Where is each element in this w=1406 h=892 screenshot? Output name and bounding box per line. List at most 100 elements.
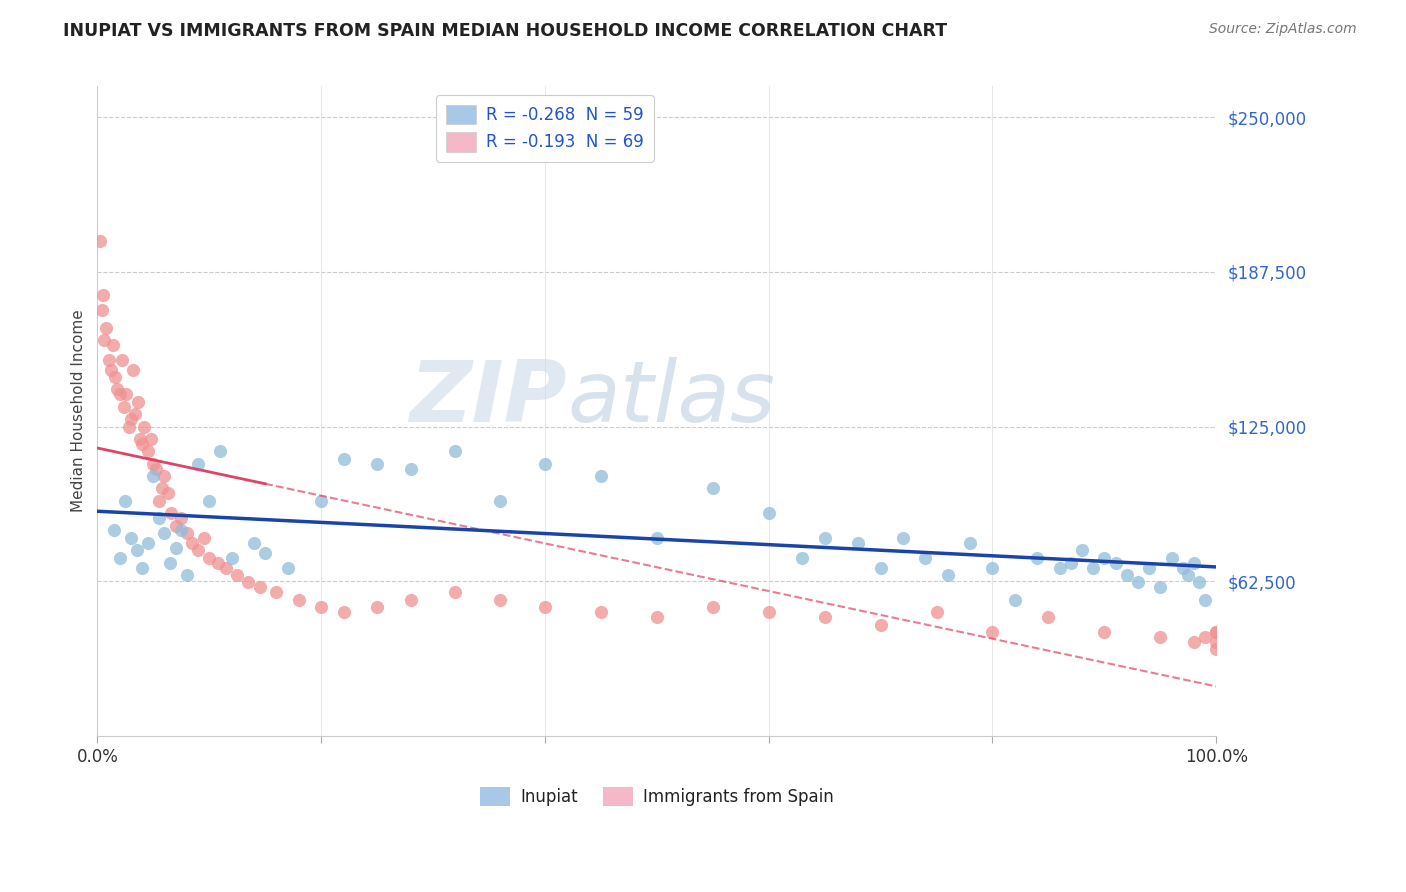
Point [153,469,176,483]
Point [1177,568,1199,582]
Point [181,536,204,550]
Point [399,592,422,607]
Point [145,461,167,475]
Point [207,556,229,570]
Point [97,352,120,367]
Point [444,585,467,599]
Point [332,451,354,466]
Point [925,605,948,619]
Point [589,469,612,483]
Point [489,493,512,508]
Point [266,585,288,599]
Point [758,605,780,619]
Point [170,524,193,538]
Point [1104,556,1126,570]
Point [108,550,131,565]
Point [127,394,149,409]
Point [150,482,173,496]
Point [198,493,221,508]
Point [277,560,299,574]
Point [981,624,1004,639]
Point [1060,556,1083,570]
Point [1137,560,1160,574]
Point [366,457,388,471]
Point [758,506,780,520]
Point [869,560,891,574]
Point [128,432,150,446]
Point [1004,592,1026,607]
Point [287,592,309,607]
Point [103,524,125,538]
Point [111,352,134,367]
Point [165,541,187,555]
Point [96,320,118,334]
Point [153,526,176,541]
Point [176,526,198,541]
Point [89,234,111,248]
Point [134,419,156,434]
Point [1194,592,1216,607]
Point [792,550,814,565]
Point [1182,635,1205,649]
Point [645,531,668,545]
Point [142,457,165,471]
Legend: Inupiat, Immigrants from Spain: Inupiat, Immigrants from Spain [474,780,841,813]
Point [1115,568,1137,582]
Point [209,444,232,458]
Point [1092,624,1115,639]
Point [1038,610,1060,624]
Point [221,550,243,565]
Point [1049,560,1071,574]
Point [187,543,209,558]
Text: Source: ZipAtlas.com: Source: ZipAtlas.com [1209,22,1357,37]
Point [702,482,724,496]
Point [891,531,914,545]
Point [846,536,869,550]
Point [198,550,221,565]
Point [124,407,146,421]
Point [136,536,159,550]
Point [399,461,422,475]
Point [589,605,612,619]
Text: ZIP: ZIP [409,357,567,440]
Point [108,387,131,401]
Point [1205,642,1227,657]
Point [101,338,124,352]
Point [170,511,193,525]
Point [1126,575,1149,590]
Point [1171,560,1194,574]
Point [187,457,209,471]
Point [112,400,135,414]
Point [254,546,277,560]
Point [1071,543,1094,558]
Point [120,531,142,545]
Point [702,600,724,615]
Point [125,543,148,558]
Point [91,288,114,302]
Text: atlas: atlas [567,357,775,440]
Point [869,617,891,632]
Point [534,600,557,615]
Point [1194,630,1216,644]
Point [1026,550,1049,565]
Point [981,560,1004,574]
Point [148,511,170,525]
Point [122,362,145,376]
Point [243,536,266,550]
Y-axis label: Median Household Income: Median Household Income [72,310,86,513]
Point [142,469,165,483]
Point [1160,550,1182,565]
Point [136,444,159,458]
Point [156,486,179,500]
Point [120,412,142,426]
Point [193,531,215,545]
Point [159,556,181,570]
Point [215,560,238,574]
Point [139,432,162,446]
Point [1205,635,1227,649]
Point [131,437,153,451]
Point [249,581,271,595]
Point [118,419,141,434]
Point [1083,560,1105,574]
Point [1205,624,1227,639]
